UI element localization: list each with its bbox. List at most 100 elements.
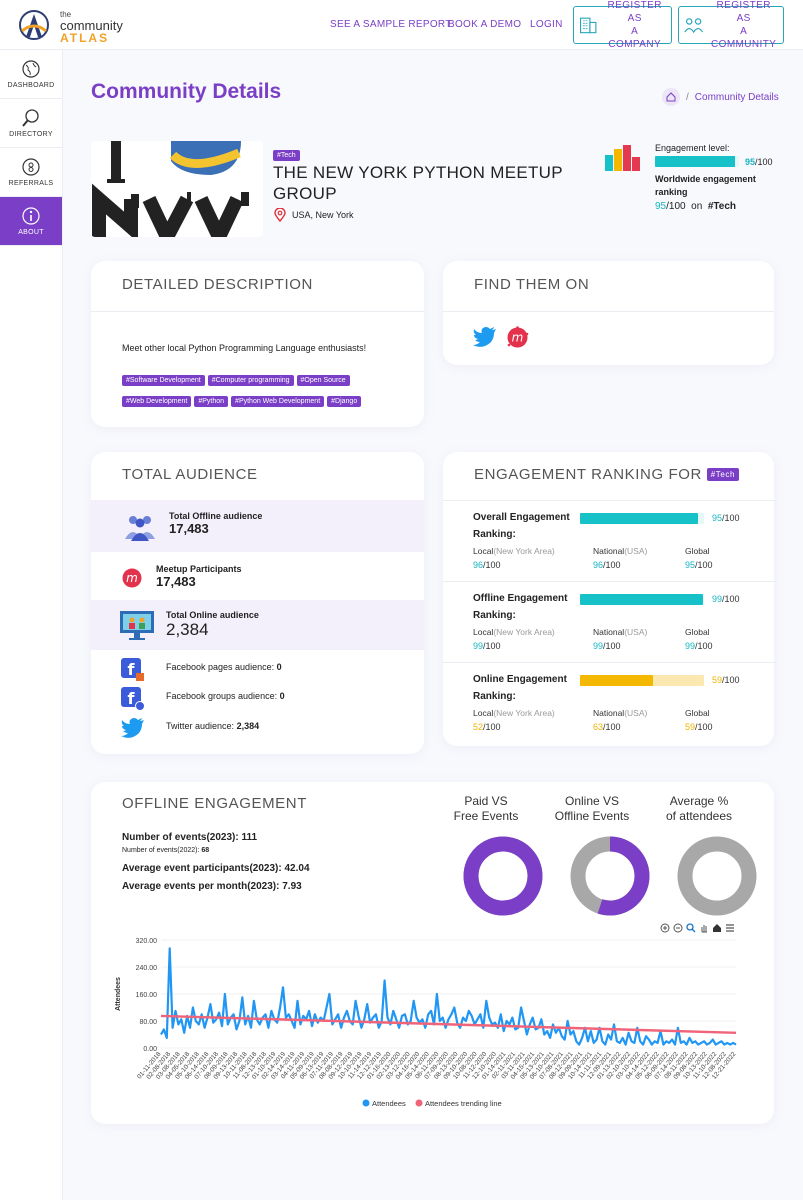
engagement-level-max: /100 — [755, 156, 773, 167]
brand-line3: ATLAS — [60, 31, 110, 45]
atlas-logo[interactable] — [18, 9, 50, 41]
brand-line1: the — [60, 10, 72, 19]
brand-name[interactable]: the community ATLAS — [60, 10, 123, 45]
twitter-icon[interactable] — [473, 326, 497, 348]
ranking-word: Ranking: — [473, 691, 516, 702]
pan-hand-icon[interactable] — [699, 923, 709, 933]
ranking-bar — [580, 513, 704, 524]
ranking-score: 59/100 — [712, 675, 740, 685]
rank-local-label: Local(New York Area) — [473, 708, 555, 718]
rank-local-label: Local(New York Area) — [473, 627, 555, 637]
rank-local-value: 52/100 — [473, 722, 501, 732]
breadcrumb-separator: / — [686, 91, 689, 103]
legend-item[interactable]: Attendees — [362, 1099, 407, 1108]
register-community-button[interactable]: REGISTER AS A COMMUNITY — [678, 0, 784, 50]
zoom-in-icon[interactable] — [660, 923, 670, 933]
page-title: Community Details — [91, 80, 282, 103]
sidebar-label-about: ABOUT — [18, 229, 44, 236]
meetup-participants-value: 17,483 — [156, 574, 196, 589]
avg-participants-value: 42.04 — [284, 863, 310, 874]
rank-local-value: 96/100 — [473, 560, 501, 570]
location-text: USA, New York — [292, 210, 354, 220]
events-2022: Number of events(2022): 68 — [122, 847, 209, 854]
ranking-bar — [580, 675, 704, 686]
rank-national-value: 99/100 — [593, 641, 621, 651]
nav-book-demo[interactable]: BOOK A DEMO — [448, 19, 522, 30]
legend-label: Attendees — [372, 1099, 406, 1108]
meetup-participants-label: Meetup Participants — [156, 564, 242, 574]
meetup-participants-row: m Meetup Participants 17,483 — [91, 552, 424, 600]
donut-chart[interactable] — [463, 836, 543, 916]
fb-pages-row: f Facebook pages audience: 0 — [91, 656, 424, 681]
svg-text:m: m — [512, 331, 524, 345]
rank-local-value: 99/100 — [473, 641, 501, 651]
meetup-icon[interactable]: m — [506, 326, 529, 349]
description-title: DETAILED DESCRIPTION — [122, 276, 313, 293]
ranking-title-text: ENGAGEMENT RANKING FOR — [474, 466, 702, 483]
worldwide-score: 95 — [655, 201, 667, 212]
donut-chart[interactable] — [677, 836, 757, 916]
ranking-score: 99/100 — [712, 594, 740, 604]
community-tag-wrap: #Tech — [273, 144, 300, 162]
ranking-tag[interactable]: #Tech — [706, 468, 740, 481]
community-name: THE NEW YORK PYTHON MEETUP GROUP — [273, 163, 563, 203]
events-2022-label: Number of events(2022): — [122, 847, 200, 854]
monitor-icon — [120, 611, 154, 640]
worldwide-ranking-value: 95/100 on #Tech — [655, 201, 773, 212]
nav-sample-report[interactable]: SEE A SAMPLE REPORT — [330, 19, 452, 30]
zoom-out-icon[interactable] — [673, 923, 683, 933]
donut-main-slice — [463, 836, 543, 916]
avg-per-month-value: 7.93 — [282, 881, 302, 892]
register-company-button[interactable]: REGISTER AS A COMPANY — [573, 0, 672, 50]
tag-chip[interactable]: #Computer programming — [207, 375, 294, 386]
engagement-level-label: Engagement level: — [655, 143, 730, 153]
events-2023: Number of events(2023): 111 — [122, 832, 257, 843]
donut-chart[interactable] — [570, 836, 650, 916]
sidebar-item-directory[interactable]: DIRECTORY — [0, 99, 62, 148]
reset-home-icon[interactable] — [712, 923, 722, 933]
sidebar-item-about[interactable]: ABOUT — [0, 197, 62, 246]
chart-menu-icon[interactable] — [725, 923, 735, 933]
y-axis-label: Attendees — [115, 977, 122, 1011]
ranking-bar-fill — [580, 675, 654, 686]
community-tag[interactable]: #Tech — [273, 150, 300, 161]
sidebar-item-dashboard[interactable]: DASHBOARD — [0, 50, 62, 99]
engagement-level-score: 95 — [745, 156, 756, 167]
legend-item[interactable]: Attendees trending line — [415, 1099, 502, 1108]
donut-main-slice — [570, 836, 650, 916]
register-company-line1: REGISTER AS — [607, 0, 662, 24]
ranking-word: Ranking: — [473, 610, 516, 621]
ranking-score: 95/100 — [712, 513, 740, 523]
tag-chip[interactable]: #Django — [327, 396, 362, 407]
breadcrumb: / Community Details — [662, 88, 779, 106]
people-group-icon — [125, 516, 155, 541]
ranking-score-value: 99 — [712, 594, 723, 604]
rank-global-value: 59/100 — [685, 722, 713, 732]
nav-login[interactable]: LOGIN — [530, 19, 563, 30]
rank-local-label: Local(New York Area) — [473, 546, 555, 556]
location-pin-icon — [274, 208, 286, 222]
offline-title: OFFLINE ENGAGEMENT — [122, 795, 307, 812]
zoom-selection-icon[interactable] — [686, 923, 696, 933]
y-tick-label: 80.00 — [139, 1019, 157, 1026]
donut-title-attendees-l2: of attendees — [665, 809, 733, 823]
series-trend-line[interactable] — [160, 1014, 737, 1035]
rank-national-value: 96/100 — [593, 560, 621, 570]
description-text: Meet other local Python Programming Lang… — [122, 343, 367, 353]
home-icon[interactable] — [662, 88, 680, 106]
fb-groups-row: f Facebook groups audience: 0 — [91, 685, 424, 711]
sidebar-label-referrals: REFERRALS — [8, 180, 54, 187]
twitter-audience-row: Twitter audience: 2,384 — [91, 715, 424, 739]
meetup-icon: m — [122, 568, 142, 588]
svg-text:m: m — [126, 571, 138, 585]
rank-global-value: 95/100 — [685, 560, 713, 570]
tag-chip[interactable]: #Python Web Development — [231, 396, 325, 407]
legend-marker — [415, 1099, 423, 1107]
ranking-card: ENGAGEMENT RANKING FOR #Tech Overall Eng… — [443, 452, 776, 746]
sidebar-item-referrals[interactable]: REFERRALS — [0, 148, 62, 197]
tag-chip[interactable]: #Python — [194, 396, 229, 407]
tag-chip[interactable]: #Open Source — [296, 375, 350, 386]
tag-chip[interactable]: #Web Development — [122, 396, 192, 407]
ranking-block-name: Overall Engagement — [473, 512, 570, 523]
tag-chip[interactable]: #Software Development — [122, 375, 205, 386]
